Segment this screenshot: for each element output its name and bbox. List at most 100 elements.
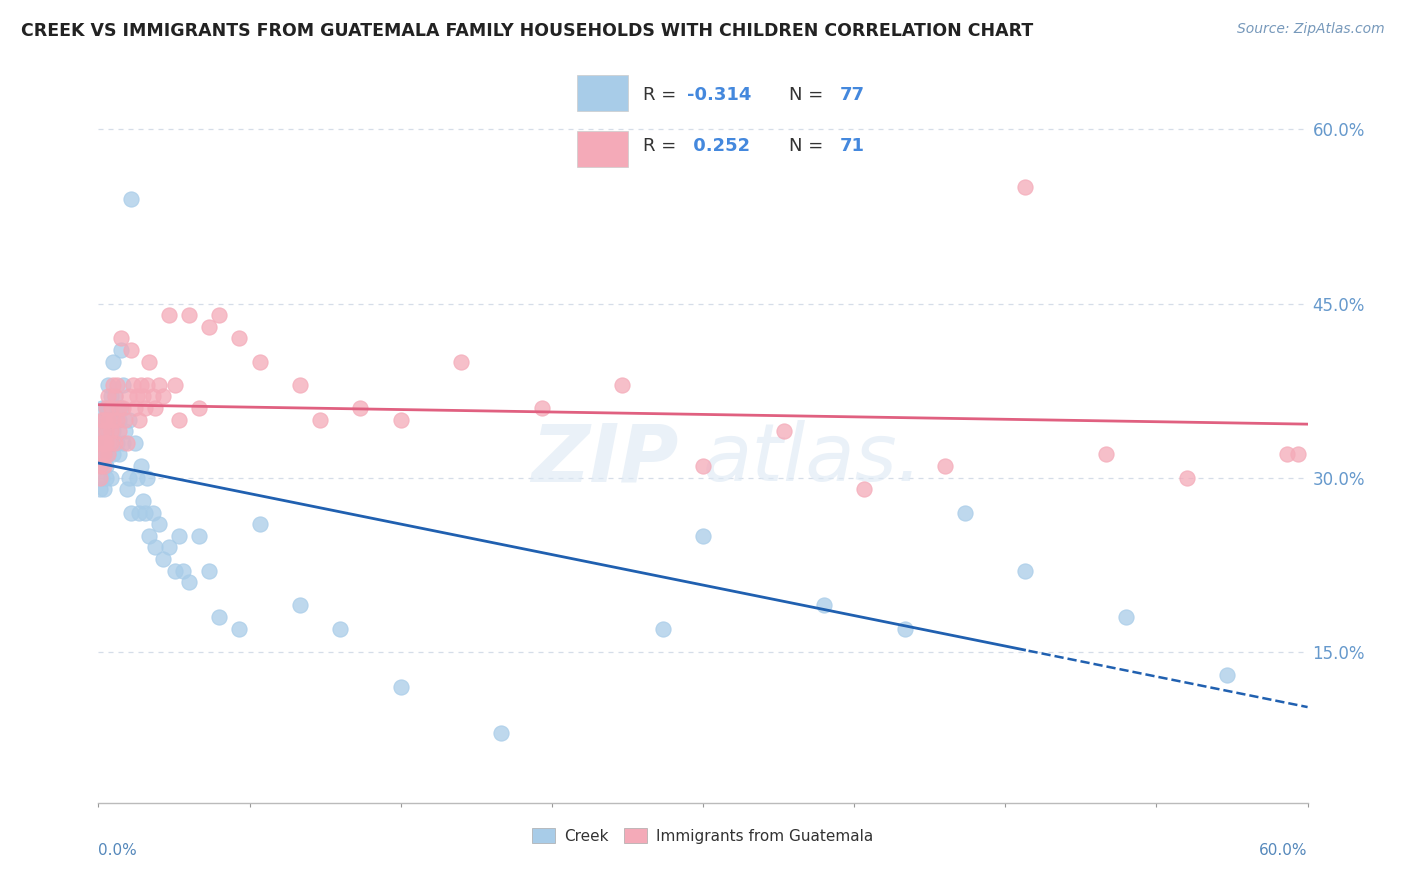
Point xyxy=(120,192,142,206)
Point xyxy=(91,459,114,474)
Point xyxy=(101,354,124,368)
Point xyxy=(97,424,120,438)
Point xyxy=(91,471,114,485)
Point xyxy=(89,424,111,438)
Point xyxy=(309,412,332,426)
Point xyxy=(115,436,138,450)
Point xyxy=(934,459,956,474)
Point xyxy=(208,610,231,624)
Point xyxy=(651,622,673,636)
Point xyxy=(111,377,134,392)
Point xyxy=(208,308,231,322)
Text: 0.252: 0.252 xyxy=(686,137,749,155)
Point xyxy=(152,552,174,566)
Point xyxy=(953,506,976,520)
Point xyxy=(97,389,120,403)
Point xyxy=(125,389,148,403)
Point xyxy=(91,424,114,438)
Point xyxy=(128,412,150,426)
Point xyxy=(118,389,141,403)
Point xyxy=(89,436,111,450)
Point xyxy=(107,424,129,438)
Point xyxy=(97,412,120,426)
Point xyxy=(142,389,165,403)
Point xyxy=(853,483,876,497)
Point xyxy=(118,471,141,485)
Point xyxy=(101,448,124,462)
Point xyxy=(125,471,148,485)
Point xyxy=(612,377,634,392)
Point xyxy=(103,436,125,450)
Point xyxy=(110,401,132,415)
Point xyxy=(100,401,122,415)
Point xyxy=(107,448,129,462)
Point xyxy=(813,599,835,613)
Point xyxy=(148,377,170,392)
Point xyxy=(93,459,115,474)
Point xyxy=(97,377,120,392)
Point xyxy=(288,377,311,392)
Point xyxy=(349,401,371,415)
Point xyxy=(103,389,125,403)
Point xyxy=(1277,448,1299,462)
Point xyxy=(249,517,271,532)
Text: 60.0%: 60.0% xyxy=(1260,843,1308,858)
Point xyxy=(135,377,157,392)
Point xyxy=(110,331,132,345)
Point xyxy=(100,424,122,438)
Point xyxy=(96,424,118,438)
Point xyxy=(1014,564,1036,578)
Text: 71: 71 xyxy=(841,137,865,155)
Point xyxy=(198,564,221,578)
Point xyxy=(121,377,143,392)
Point xyxy=(100,471,122,485)
Point xyxy=(249,354,271,368)
Text: N =: N = xyxy=(789,137,830,155)
Point xyxy=(1175,471,1198,485)
Text: CREEK VS IMMIGRANTS FROM GUATEMALA FAMILY HOUSEHOLDS WITH CHILDREN CORRELATION C: CREEK VS IMMIGRANTS FROM GUATEMALA FAMIL… xyxy=(21,22,1033,40)
Text: ZIP: ZIP xyxy=(531,420,679,498)
Point xyxy=(893,622,915,636)
Point xyxy=(179,575,201,590)
Point xyxy=(530,401,553,415)
Point xyxy=(129,377,152,392)
Point xyxy=(93,448,115,462)
Point xyxy=(100,412,122,426)
Point xyxy=(167,412,190,426)
Text: 77: 77 xyxy=(841,86,865,103)
Text: N =: N = xyxy=(789,86,830,103)
Point xyxy=(93,412,115,426)
Text: Source: ZipAtlas.com: Source: ZipAtlas.com xyxy=(1237,22,1385,37)
Point xyxy=(152,389,174,403)
Text: 0.0%: 0.0% xyxy=(98,843,138,858)
Point xyxy=(134,506,156,520)
Point xyxy=(93,412,115,426)
Point xyxy=(1014,180,1036,194)
Legend: Creek, Immigrants from Guatemala: Creek, Immigrants from Guatemala xyxy=(526,822,880,850)
Point xyxy=(100,436,122,450)
Point xyxy=(96,471,118,485)
Point xyxy=(142,506,165,520)
Point xyxy=(100,389,122,403)
Point xyxy=(128,506,150,520)
Point xyxy=(101,377,124,392)
Point xyxy=(118,412,141,426)
Point xyxy=(172,564,194,578)
Point xyxy=(93,483,115,497)
Point xyxy=(103,412,125,426)
Point xyxy=(129,459,152,474)
Point xyxy=(329,622,352,636)
Point xyxy=(96,436,118,450)
Point xyxy=(157,541,180,555)
Point xyxy=(91,448,114,462)
Point xyxy=(89,471,111,485)
Point xyxy=(89,448,111,462)
Point xyxy=(143,541,166,555)
Point xyxy=(105,377,128,392)
Point xyxy=(389,412,412,426)
Text: atlas.: atlas. xyxy=(703,420,924,498)
Point xyxy=(138,529,160,543)
Point xyxy=(111,401,134,415)
Point xyxy=(91,401,114,415)
FancyBboxPatch shape xyxy=(576,131,628,167)
